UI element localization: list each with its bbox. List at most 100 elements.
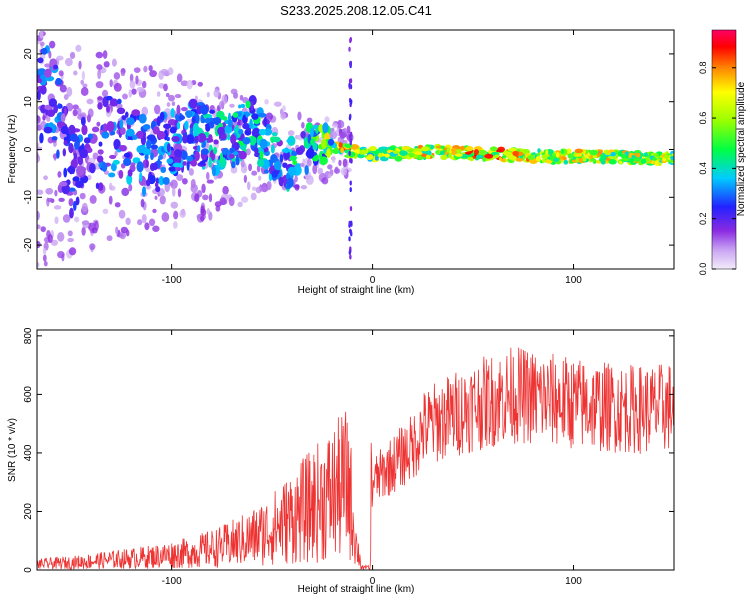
spectrogram-cell bbox=[58, 197, 65, 202]
spectrogram-cell bbox=[158, 82, 165, 89]
colorbar-ticks bbox=[712, 67, 736, 270]
spectrogram-cell bbox=[152, 162, 159, 171]
spectrogram-cell bbox=[258, 175, 262, 181]
spectrogram-cell bbox=[152, 225, 160, 232]
spectrogram-cell bbox=[150, 144, 159, 150]
spectrogram-cell bbox=[158, 176, 165, 186]
spectrogram-cell bbox=[255, 186, 262, 194]
spectrogram-cell bbox=[180, 80, 189, 87]
spectrogram-cell bbox=[145, 179, 151, 187]
spectrogram-cell bbox=[42, 115, 46, 121]
spectrogram-cell bbox=[406, 155, 410, 160]
spectrogram-cell bbox=[567, 153, 575, 159]
spectrogram-cell bbox=[113, 138, 121, 149]
spectrogram-cell bbox=[312, 164, 318, 175]
spectrogram-cell bbox=[295, 184, 300, 189]
spectrogram-cell bbox=[294, 175, 298, 183]
spectrogram-cell bbox=[57, 232, 65, 242]
spectrogram-cell bbox=[230, 161, 236, 169]
spectrogram-cell bbox=[190, 183, 198, 193]
spectrogram-cell bbox=[62, 185, 67, 193]
spectrogram-cell bbox=[81, 70, 85, 81]
spectrogram-cell bbox=[291, 151, 298, 157]
spectrogram-cell bbox=[636, 152, 641, 158]
spectrogram-cell bbox=[230, 134, 237, 145]
spectrogram-cell bbox=[296, 163, 301, 168]
spectrogram-cell bbox=[150, 152, 154, 161]
snr-series-line bbox=[37, 347, 674, 570]
spectrogram-cell bbox=[86, 98, 94, 105]
spectrogram-cell bbox=[407, 149, 413, 153]
spectrogram-cell bbox=[68, 187, 76, 192]
spectrogram-cell bbox=[184, 120, 189, 131]
spectrogram-cell bbox=[242, 137, 251, 145]
spectrogram-cell bbox=[327, 138, 335, 146]
spectrogram-cell bbox=[171, 135, 180, 143]
spectrogram-cell bbox=[295, 147, 304, 155]
spectrogram-cell bbox=[240, 103, 246, 109]
spectrogram-cell bbox=[213, 117, 222, 126]
spectrogram-cell bbox=[263, 128, 273, 136]
spectrogram-cell bbox=[227, 119, 233, 128]
spectrogram-cell bbox=[72, 104, 79, 110]
spectrogram-cell bbox=[68, 124, 76, 136]
spectrogram-cell bbox=[511, 155, 517, 161]
spectrogram-cell bbox=[120, 127, 126, 135]
spectrogram-cell bbox=[63, 140, 68, 146]
spectrogram-cell bbox=[129, 80, 136, 89]
spectrogram-cell bbox=[125, 111, 129, 118]
spectrogram-cell bbox=[254, 147, 259, 154]
spectrogram-cell bbox=[58, 70, 64, 77]
spectrogram-cell bbox=[73, 140, 80, 150]
spectrogram-y-axis-label: Frequency (Hz) bbox=[7, 115, 18, 184]
spectrogram-cell bbox=[232, 112, 239, 118]
spectrogram-ticks bbox=[37, 30, 674, 269]
spectrogram-cell bbox=[170, 201, 179, 209]
spectrogram-cell bbox=[349, 113, 352, 119]
spectrogram-cell bbox=[75, 44, 82, 52]
spectrogram-cell bbox=[349, 131, 353, 137]
spectrogram-cell bbox=[229, 103, 235, 108]
spectrogram-cell bbox=[81, 124, 88, 136]
spectrogram-cell bbox=[50, 239, 59, 246]
spectrogram-cell bbox=[136, 86, 145, 93]
spectrogram-cell bbox=[97, 149, 104, 155]
spectrogram-cell bbox=[89, 195, 97, 204]
spectrogram-cell bbox=[238, 104, 242, 109]
spectrogram-cell bbox=[186, 79, 193, 90]
spectrogram-cell bbox=[654, 160, 660, 166]
spectrogram-cell bbox=[446, 147, 450, 153]
snr-y-axis-label: SNR (10 * v/v) bbox=[7, 418, 18, 482]
spectrogram-cell bbox=[208, 121, 215, 129]
spectrogram-cell bbox=[37, 142, 40, 147]
spectrogram-cell bbox=[157, 130, 166, 140]
spectrogram-cell bbox=[374, 155, 379, 161]
snr-ticks bbox=[37, 330, 674, 571]
spectrogram-cell bbox=[79, 192, 86, 200]
spectrogram-cell bbox=[619, 160, 623, 164]
spectrogram-cell bbox=[112, 159, 120, 165]
spectrogram-cell bbox=[250, 101, 254, 111]
spectrogram-cell bbox=[146, 139, 152, 150]
spectrogram-cell bbox=[306, 148, 315, 159]
spectrogram-cell bbox=[167, 67, 174, 76]
spectrogram-cell bbox=[348, 250, 352, 256]
spectrogram-cell bbox=[200, 215, 205, 222]
spectrogram-cell bbox=[315, 127, 319, 134]
spectrogram-cell bbox=[156, 116, 161, 127]
spectrogram-cell bbox=[575, 157, 580, 163]
spectrogram-cell bbox=[173, 210, 179, 220]
spectrogram-cell bbox=[185, 134, 195, 144]
spectrogram-cell bbox=[287, 130, 295, 137]
spectrogram-cell bbox=[133, 67, 141, 73]
spectrogram-cell bbox=[237, 201, 243, 208]
spectrogram-cell bbox=[256, 158, 265, 167]
spectrogram-cell bbox=[598, 150, 603, 155]
spectrogram-cell bbox=[46, 116, 51, 122]
spectrogram-cell bbox=[204, 117, 211, 124]
spectrogram-cell bbox=[154, 195, 158, 200]
spectrogram-cell bbox=[66, 86, 73, 97]
spectrogram-cell bbox=[350, 220, 353, 226]
spectrogram-cell bbox=[420, 146, 430, 152]
